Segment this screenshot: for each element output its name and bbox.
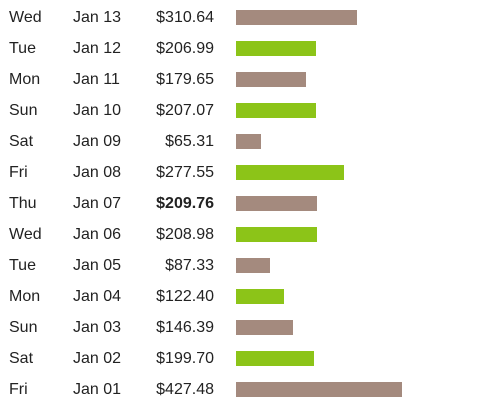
day-label: Thu — [9, 195, 37, 212]
amount-bar — [236, 165, 344, 180]
amount-bar — [236, 41, 316, 56]
amount-bar — [236, 103, 316, 118]
amount-label: $277.55 — [156, 164, 214, 181]
date-label: Jan 09 — [73, 133, 122, 150]
day-label: Fri — [9, 381, 28, 398]
day-label: Sat — [9, 133, 34, 150]
chart-row: Sun Jan 03 $146.39 — [0, 312, 482, 343]
chart-row: Sat Jan 02 $199.70 — [0, 343, 482, 374]
chart-row: Wed Jan 13 $310.64 — [0, 2, 482, 33]
chart-row: Sun Jan 10 $207.07 — [0, 95, 482, 126]
amount-bar — [236, 351, 314, 366]
date-label: Jan 04 — [73, 288, 122, 305]
day-label: Sun — [9, 319, 38, 336]
day-label: Tue — [9, 257, 36, 274]
amount-bar — [236, 289, 284, 304]
chart-row: Fri Jan 08 $277.55 — [0, 157, 482, 188]
date-label: Jan 01 — [73, 381, 122, 398]
day-label: Fri — [9, 164, 28, 181]
date-label: Jan 06 — [73, 226, 122, 243]
date-label: Jan 10 — [73, 102, 122, 119]
amount-bar — [236, 134, 261, 149]
chart-row: Fri Jan 01 $427.48 — [0, 374, 482, 405]
chart-row: Tue Jan 12 $206.99 — [0, 33, 482, 64]
amount-bar — [236, 196, 317, 211]
chart-row: Sat Jan 09 $65.31 — [0, 126, 482, 157]
date-label: Jan 13 — [73, 9, 122, 26]
amount-label: $179.65 — [156, 71, 214, 88]
chart-row: Thu Jan 07 $209.76 — [0, 188, 482, 219]
chart-row: Mon Jan 04 $122.40 — [0, 281, 482, 312]
chart-row: Mon Jan 11 $179.65 — [0, 64, 482, 95]
day-label: Tue — [9, 40, 36, 57]
date-label: Jan 03 — [73, 319, 122, 336]
date-label: Jan 12 — [73, 40, 122, 57]
amount-bar — [236, 320, 293, 335]
amount-label: $146.39 — [156, 319, 214, 336]
chart-row: Tue Jan 05 $87.33 — [0, 250, 482, 281]
amount-label: $87.33 — [165, 257, 214, 274]
amount-label: $206.99 — [156, 40, 214, 57]
amount-label: $65.31 — [165, 133, 214, 150]
date-label: Jan 07 — [73, 195, 122, 212]
amount-label: $209.76 — [156, 195, 214, 212]
date-label: Jan 02 — [73, 350, 122, 367]
day-label: Sun — [9, 102, 38, 119]
amount-label: $199.70 — [156, 350, 214, 367]
amount-label: $122.40 — [156, 288, 214, 305]
day-label: Wed — [9, 9, 42, 26]
date-label: Jan 08 — [73, 164, 122, 181]
amount-bar — [236, 72, 306, 87]
amount-label: $208.98 — [156, 226, 214, 243]
amount-label: $427.48 — [156, 381, 214, 398]
date-label: Jan 05 — [73, 257, 122, 274]
amount-label: $207.07 — [156, 102, 214, 119]
day-label: Mon — [9, 71, 41, 88]
amount-bar — [236, 258, 270, 273]
day-label: Mon — [9, 288, 41, 305]
day-label: Wed — [9, 226, 42, 243]
chart-row: Wed Jan 06 $208.98 — [0, 219, 482, 250]
amount-label: $310.64 — [156, 9, 214, 26]
day-label: Sat — [9, 350, 34, 367]
amount-bar — [236, 10, 357, 25]
amount-bar — [236, 227, 317, 242]
date-label: Jan 11 — [73, 71, 120, 88]
amount-bar — [236, 382, 402, 397]
